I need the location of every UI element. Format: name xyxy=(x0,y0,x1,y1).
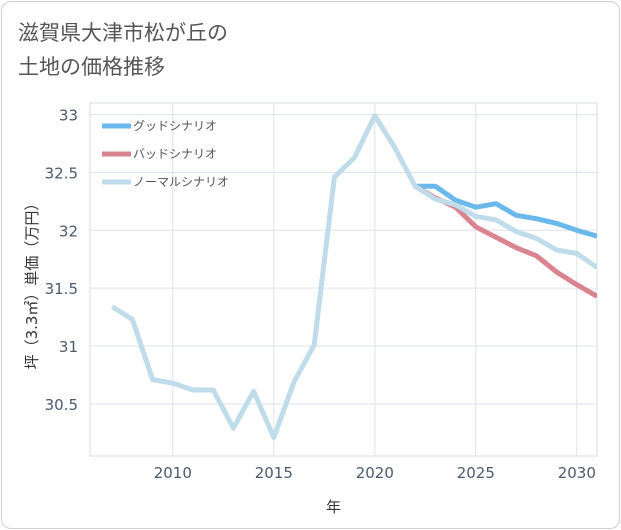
y-axis-label: 坪（3.3㎡）単価（万円） xyxy=(23,196,41,370)
x-tick-label: 2010 xyxy=(154,464,192,482)
legend-label-3: ノーマルシナリオ xyxy=(133,175,229,189)
y-tick-label: 32 xyxy=(59,222,78,240)
series-line-3 xyxy=(110,113,597,440)
chart-title: 滋賀県大津市松が丘の 土地の価格推移 xyxy=(18,16,228,84)
x-tick-label: 2025 xyxy=(457,464,495,482)
x-axis-label: 年 xyxy=(326,498,341,516)
y-tick-label: 32.5 xyxy=(45,164,78,182)
y-tick-label: 31.5 xyxy=(45,280,78,298)
chart-title-line1: 滋賀県大津市松が丘の xyxy=(18,21,228,45)
legend-label-1: グッドシナリオ xyxy=(133,119,217,133)
legend-label-2: バッドシナリオ xyxy=(133,147,217,161)
y-tick-label: 31 xyxy=(59,338,78,356)
chart-title-line2: 土地の価格推移 xyxy=(18,55,165,79)
x-tick-label: 2020 xyxy=(356,464,394,482)
x-tick-label: 2030 xyxy=(558,464,596,482)
plot-area xyxy=(89,102,598,457)
y-tick-label: 30.5 xyxy=(45,396,78,414)
series-line-1 xyxy=(415,183,597,239)
y-tick-label: 33 xyxy=(59,107,78,125)
x-tick-label: 2015 xyxy=(255,464,293,482)
